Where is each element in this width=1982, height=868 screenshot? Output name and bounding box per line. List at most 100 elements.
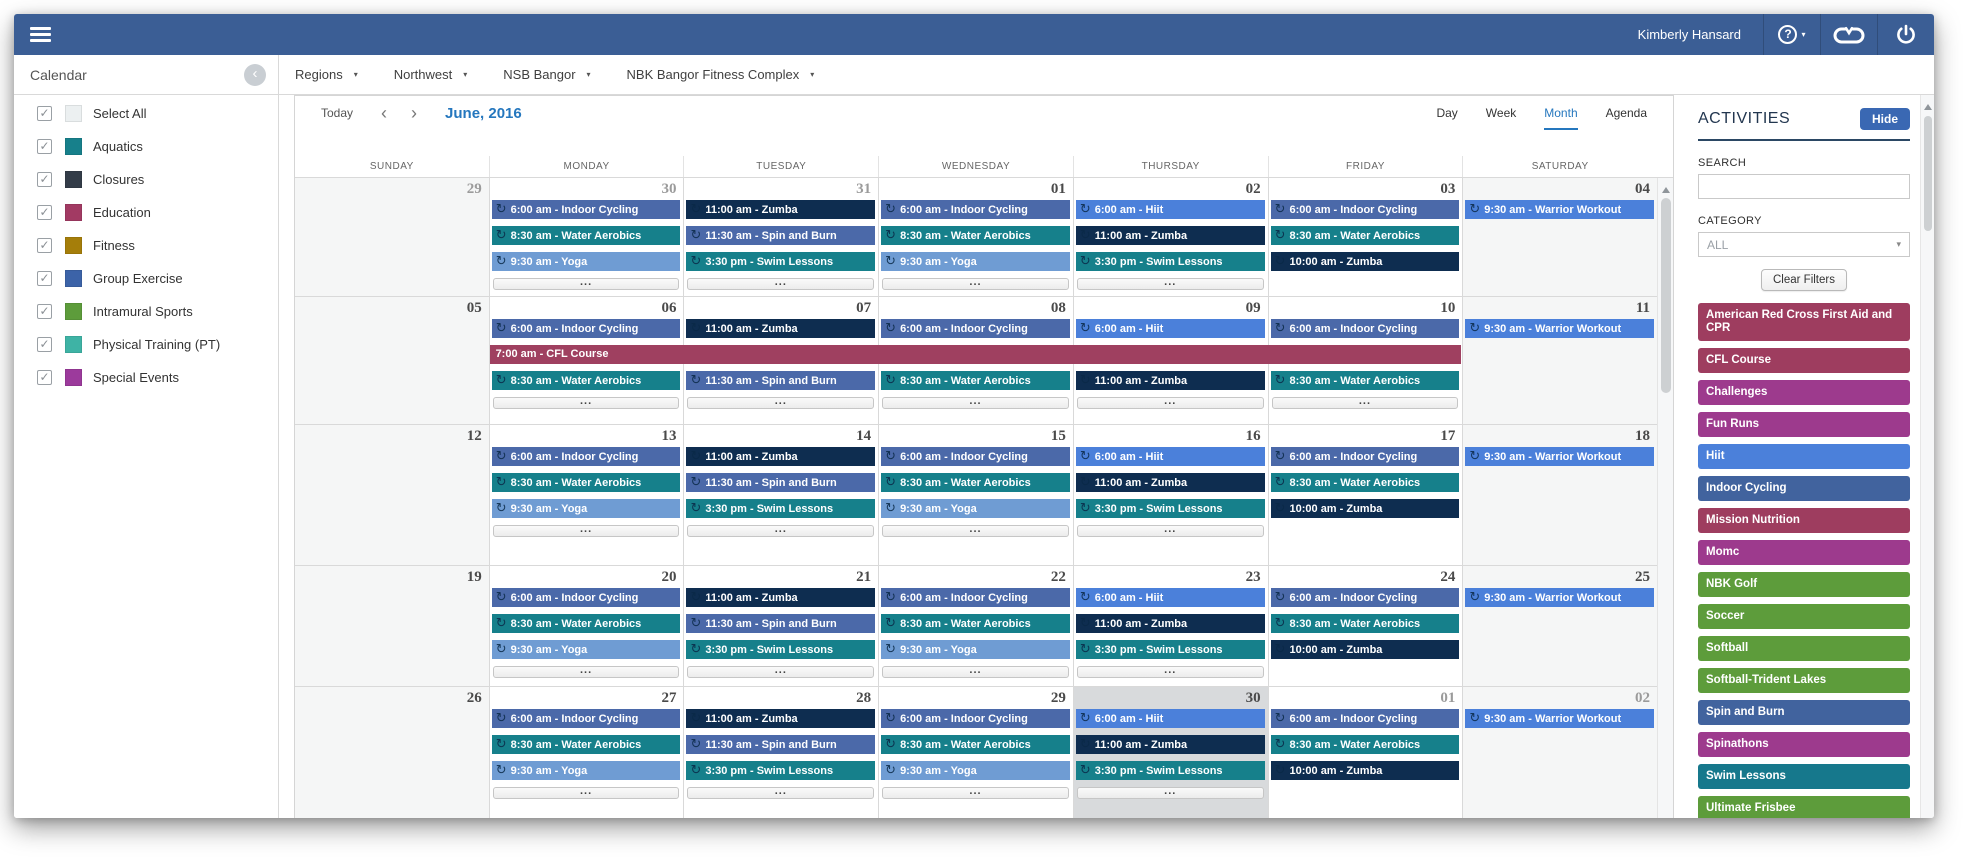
event-bar[interactable]: ↻ 9:30 am - Yoga	[491, 499, 681, 518]
next-month-icon[interactable]: ›	[411, 103, 418, 123]
checkbox[interactable]: ✓	[37, 238, 52, 253]
day-cell[interactable]: 19	[295, 566, 489, 686]
event-bar[interactable]: ↻ 8:30 am - Water Aerobics	[1270, 735, 1460, 754]
activity-button-ultimate-frisbee[interactable]: Ultimate Frisbee	[1698, 796, 1910, 818]
event-bar[interactable]: ↻ 8:30 am - Water Aerobics	[491, 735, 681, 754]
event-bar[interactable]: ↻ 9:30 am - Warrior Workout	[1465, 588, 1655, 607]
more-events-button[interactable]: ...	[687, 277, 875, 290]
event-bar[interactable]: ↻ 6:00 am - Hiit	[1075, 709, 1265, 728]
day-cell[interactable]: 25 ↻ 9:30 am - Warrior Workout	[1462, 566, 1657, 686]
event-bar[interactable]: ↻ 11:00 am - Zumba	[1075, 371, 1265, 390]
event-bar[interactable]: ↻ 8:30 am - Water Aerobics	[1270, 226, 1460, 245]
day-cell[interactable]: 12	[295, 425, 489, 565]
event-bar[interactable]: ↻ 11:30 am - Spin and Burn	[686, 473, 876, 492]
event-bar[interactable]: ↻ 6:00 am - Hiit	[1075, 588, 1265, 607]
hide-panel-button[interactable]: Hide	[1859, 108, 1910, 130]
activity-button-softball-trident-lakes[interactable]: Softball-Trident Lakes	[1698, 668, 1910, 693]
sidebar-item-group-exercise[interactable]: ✓ Group Exercise	[14, 262, 278, 295]
event-bar[interactable]: ↻ 11:00 am - Zumba	[686, 200, 876, 219]
more-events-button[interactable]: ...	[687, 396, 875, 409]
event-bar[interactable]: ↻ 9:30 am - Warrior Workout	[1465, 200, 1655, 219]
sidebar-item-intramural-sports[interactable]: ✓ Intramural Sports	[14, 295, 278, 328]
view-tab-month[interactable]: Month	[1544, 96, 1578, 130]
day-cell[interactable]: 11 ↻ 9:30 am - Warrior Workout	[1462, 297, 1657, 424]
day-cell[interactable]: 26	[295, 687, 489, 818]
event-bar[interactable]: ↻ 6:00 am - Hiit	[1075, 200, 1265, 219]
more-events-button[interactable]: ...	[882, 665, 1069, 678]
event-bar[interactable]: ↻ 6:00 am - Indoor Cycling	[881, 447, 1070, 466]
event-bar[interactable]: ↻ 11:00 am - Zumba	[686, 319, 876, 338]
menu-icon[interactable]	[30, 27, 51, 42]
event-bar[interactable]: ↻ 3:30 pm - Swim Lessons	[1075, 761, 1265, 780]
checkbox[interactable]: ✓	[37, 337, 52, 352]
event-bar[interactable]: ↻ 9:30 am - Warrior Workout	[1465, 319, 1655, 338]
clear-filters-button[interactable]: Clear Filters	[1761, 269, 1847, 291]
event-bar[interactable]: ↻ 6:00 am - Indoor Cycling	[491, 200, 681, 219]
day-cell[interactable]: 27 ↻ 6:00 am - Indoor Cycling ↻ 8:30 am - Wa…	[488, 687, 684, 818]
event-bar[interactable]: ↻ 6:00 am - Indoor Cycling	[1270, 200, 1460, 219]
event-bar[interactable]: ↻ 10:00 am - Zumba	[1270, 761, 1460, 780]
event-bar[interactable]: ↻ 11:30 am - Spin and Burn	[686, 614, 876, 633]
event-bar[interactable]: ↻ 8:30 am - Water Aerobics	[491, 473, 681, 492]
event-bar[interactable]: ↻ 6:00 am - Indoor Cycling	[491, 319, 681, 338]
event-bar[interactable]: ↻ 6:00 am - Indoor Cycling	[491, 709, 681, 728]
more-events-button[interactable]: ...	[882, 524, 1069, 537]
event-bar[interactable]: ↻ 8:30 am - Water Aerobics	[491, 371, 681, 390]
event-bar[interactable]: ↻ 6:00 am - Indoor Cycling	[881, 588, 1070, 607]
event-bar[interactable]: ↻ 6:00 am - Indoor Cycling	[1270, 709, 1460, 728]
event-bar[interactable]: ↻ 9:30 am - Yoga	[881, 640, 1070, 659]
event-bar-spanning[interactable]: 7:00 am - CFL Course	[489, 345, 1462, 364]
event-bar[interactable]: ↻ 8:30 am - Water Aerobics	[881, 735, 1070, 754]
day-cell[interactable]: 15 ↻ 6:00 am - Indoor Cycling ↻ 8:30 am - Wa…	[878, 425, 1073, 565]
day-cell[interactable]: 01 ↻ 6:00 am - Indoor Cycling ↻ 8:30 am - Wa…	[878, 178, 1073, 296]
activity-button-swim-lessons[interactable]: Swim Lessons	[1698, 764, 1910, 789]
breadcrumb-item-nsb-bangor[interactable]: NSB Bangor ▾	[503, 67, 591, 82]
event-bar[interactable]: ↻ 6:00 am - Hiit	[1075, 319, 1265, 338]
activity-button-softball[interactable]: Softball	[1698, 636, 1910, 661]
activity-button-momc[interactable]: Momc	[1698, 540, 1910, 565]
more-events-button[interactable]: ...	[1076, 396, 1264, 409]
event-bar[interactable]: ↻ 11:00 am - Zumba	[686, 709, 876, 728]
event-bar[interactable]: ↻ 11:00 am - Zumba	[1075, 473, 1265, 492]
day-cell[interactable]: 18 ↻ 9:30 am - Warrior Workout	[1462, 425, 1657, 565]
day-cell[interactable]: 17 ↻ 6:00 am - Indoor Cycling ↻ 8:30 am - Wa…	[1267, 425, 1463, 565]
checkbox[interactable]: ✓	[37, 271, 52, 286]
day-cell[interactable]: 29 ↻ 6:00 am - Indoor Cycling ↻ 8:30 am - Wa…	[878, 687, 1073, 818]
more-events-button[interactable]: ...	[492, 524, 680, 537]
activity-button-indoor-cycling[interactable]: Indoor Cycling	[1698, 476, 1910, 501]
event-bar[interactable]: ↻ 10:00 am - Zumba	[1270, 640, 1460, 659]
view-tab-week[interactable]: Week	[1485, 106, 1517, 120]
event-bar[interactable]: ↻ 3:30 pm - Swim Lessons	[686, 761, 876, 780]
day-cell[interactable]: 16 ↻ 6:00 am - Hiit ↻ 11:00 am - Zumba ↻ 3:30 …	[1072, 425, 1268, 565]
activity-button-fun-runs[interactable]: Fun Runs	[1698, 412, 1910, 437]
event-bar[interactable]: ↻ 8:30 am - Water Aerobics	[881, 473, 1070, 492]
event-bar[interactable]: ↻ 11:00 am - Zumba	[1075, 735, 1265, 754]
event-bar[interactable]: ↻ 9:30 am - Yoga	[881, 252, 1070, 271]
checkbox[interactable]: ✓	[37, 304, 52, 319]
checkbox[interactable]: ✓	[37, 172, 52, 187]
more-events-button[interactable]: ...	[492, 665, 680, 678]
event-bar[interactable]: ↻ 8:30 am - Water Aerobics	[1270, 473, 1460, 492]
day-cell[interactable]: 28 ↻ 11:00 am - Zumba ↻ 11:30 am - Spin and …	[683, 687, 879, 818]
event-bar[interactable]: ↻ 6:00 am - Hiit	[1075, 447, 1265, 466]
event-bar[interactable]: ↻ 3:30 pm - Swim Lessons	[1075, 640, 1265, 659]
sidebar-item-fitness[interactable]: ✓ Fitness	[14, 229, 278, 262]
event-bar[interactable]: ↻ 11:00 am - Zumba	[686, 447, 876, 466]
day-cell[interactable]: 14 ↻ 11:00 am - Zumba ↻ 11:30 am - Spin and …	[683, 425, 879, 565]
day-cell[interactable]: 13 ↻ 6:00 am - Indoor Cycling ↻ 8:30 am - Wa…	[488, 425, 684, 565]
event-bar[interactable]: ↻ 9:30 am - Warrior Workout	[1465, 447, 1655, 466]
event-bar[interactable]: ↻ 8:30 am - Water Aerobics	[1270, 371, 1460, 390]
event-bar[interactable]: ↻ 10:00 am - Zumba	[1270, 252, 1460, 271]
event-bar[interactable]: ↻ 6:00 am - Indoor Cycling	[1270, 447, 1460, 466]
switch-facility-button[interactable]	[1821, 14, 1877, 55]
event-bar[interactable]: ↻ 9:30 am - Yoga	[881, 499, 1070, 518]
help-menu-button[interactable]: ? ▾	[1764, 14, 1820, 55]
event-bar[interactable]: ↻ 6:00 am - Indoor Cycling	[1270, 319, 1460, 338]
event-bar[interactable]: ↻ 3:30 pm - Swim Lessons	[686, 252, 876, 271]
event-bar[interactable]: ↻ 11:00 am - Zumba	[1075, 226, 1265, 245]
day-cell[interactable]: 02 ↻ 6:00 am - Hiit ↻ 11:00 am - Zumba ↻ 3:30 …	[1072, 178, 1268, 296]
sidebar-item-physical-training-pt[interactable]: ✓ Physical Training (PT)	[14, 328, 278, 361]
checkbox[interactable]: ✓	[37, 370, 52, 385]
day-cell[interactable]: 24 ↻ 6:00 am - Indoor Cycling ↻ 8:30 am - Wa…	[1267, 566, 1463, 686]
event-bar[interactable]: ↻ 6:00 am - Indoor Cycling	[1270, 588, 1460, 607]
